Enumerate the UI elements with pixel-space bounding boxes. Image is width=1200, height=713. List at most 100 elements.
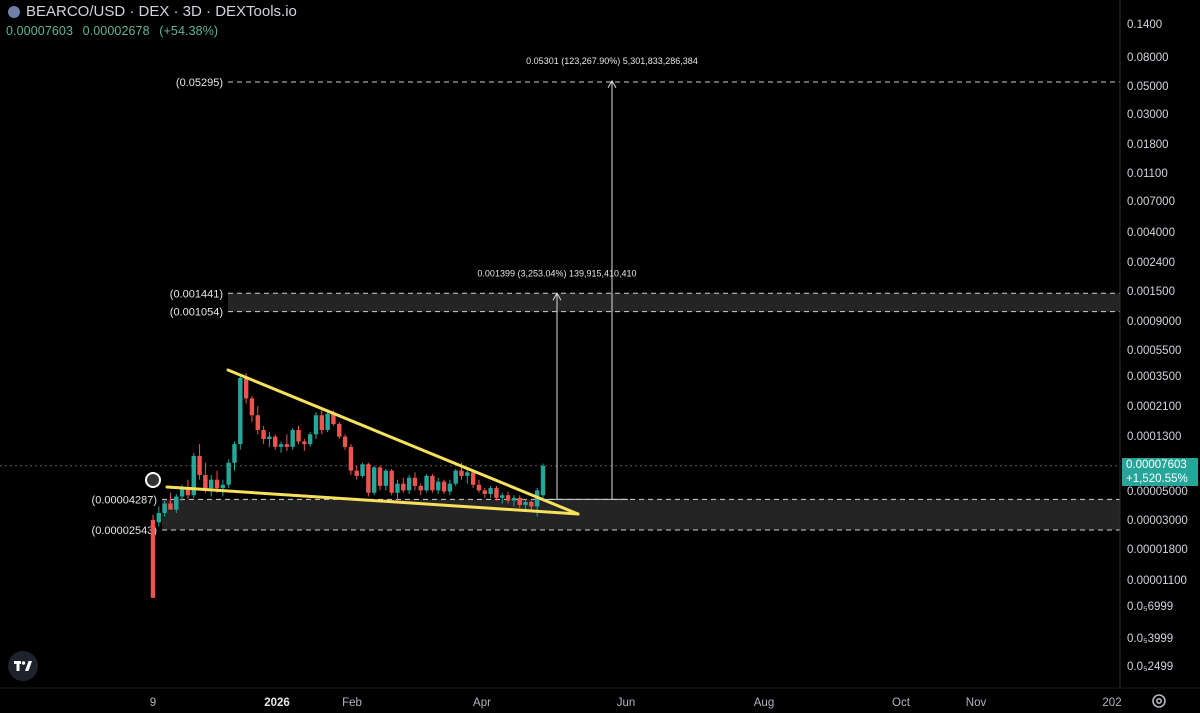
candle-body bbox=[348, 446, 354, 471]
candle-body bbox=[494, 488, 499, 498]
level-label: (0.05295) bbox=[176, 77, 223, 89]
target-arrowhead bbox=[552, 292, 562, 301]
candle-body bbox=[389, 470, 394, 493]
y-axis-tick-label: 0.00001100 bbox=[1127, 575, 1187, 587]
y-axis-tick-label: 0.007000 bbox=[1127, 196, 1175, 208]
candle-body bbox=[168, 503, 173, 510]
candle-body bbox=[441, 481, 447, 492]
candle-body bbox=[377, 467, 383, 486]
candle-body bbox=[465, 472, 470, 476]
candle-body bbox=[307, 434, 313, 445]
y-axis-tick-label: 0.002400 bbox=[1127, 257, 1175, 269]
candle-body bbox=[511, 497, 517, 501]
settings-gear-icon[interactable] bbox=[1150, 692, 1168, 710]
candle-body bbox=[249, 398, 255, 416]
candle-body bbox=[162, 503, 167, 513]
candle-body bbox=[424, 475, 429, 491]
drawing-tool-icon-inner bbox=[147, 474, 159, 486]
level-label: (0.00004287) bbox=[92, 494, 157, 506]
candle-body bbox=[500, 495, 505, 498]
candle-body bbox=[470, 472, 476, 485]
candle-body bbox=[267, 436, 272, 440]
level-label: (0.001054) bbox=[170, 307, 223, 319]
y-axis: 0.1400 0.08000 0.05000 0.03000 0.01800 0.0110… bbox=[1127, 19, 1188, 673]
x-axis-tick-label: 202 bbox=[1102, 697, 1121, 709]
candle-body bbox=[209, 479, 214, 489]
candle-body bbox=[203, 474, 208, 489]
x-axis-tick-label: 9 bbox=[150, 697, 156, 709]
x-axis-tick-label: Apr bbox=[473, 697, 491, 709]
x-axis-tick-label: Nov bbox=[966, 697, 987, 709]
candle-body bbox=[261, 429, 266, 440]
candle-body bbox=[150, 519, 156, 598]
y-axis-tick-label: 0.00005000 bbox=[1127, 486, 1188, 498]
price-summary: 0.00007603 0.00002678 (+54.38%) bbox=[6, 24, 224, 38]
x-axis-tick-label: Feb bbox=[342, 697, 362, 709]
y-axis-tick-label: 0.08000 bbox=[1127, 52, 1169, 64]
candle-body bbox=[191, 455, 196, 496]
candle-body bbox=[488, 488, 493, 494]
candle-body bbox=[412, 477, 418, 486]
y-axis-tick-label: 0.0002100 bbox=[1127, 401, 1181, 413]
candle-body bbox=[430, 475, 435, 491]
candle-body bbox=[226, 462, 231, 485]
chart-header: BEARCO/USD · DEX · 3D · DEXTools.io bbox=[8, 3, 297, 20]
y-axis-tick-label: 0.01100 bbox=[1127, 168, 1168, 180]
candle-body bbox=[523, 501, 528, 505]
last-price: 0.00007603 bbox=[6, 24, 74, 38]
candle-body bbox=[319, 415, 325, 430]
y-axis-tick-label: 0.0005500 bbox=[1127, 345, 1181, 357]
candle-body bbox=[401, 483, 406, 491]
y-axis-tick-label: 0.00003000 bbox=[1127, 515, 1188, 527]
candle-body bbox=[517, 497, 522, 505]
candle-body bbox=[185, 488, 191, 496]
candle-body bbox=[325, 413, 330, 430]
candle-body bbox=[243, 377, 249, 399]
tradingview-logo-icon[interactable] bbox=[8, 651, 38, 681]
x-axis-tick-label: Oct bbox=[892, 697, 911, 709]
y-axis-tick-label: 0.03000 bbox=[1127, 109, 1169, 121]
x-axis-tick-label: 2026 bbox=[264, 697, 290, 709]
candle-body bbox=[179, 488, 185, 497]
current-change-pct: +1,520.55% bbox=[1126, 473, 1188, 485]
lower-trendline bbox=[165, 485, 580, 516]
candle-body bbox=[371, 467, 377, 493]
y-axis-tick-label: 0.01800 bbox=[1127, 139, 1169, 151]
candle-body bbox=[337, 424, 342, 437]
candle-body bbox=[453, 470, 458, 484]
candle-body bbox=[354, 470, 359, 476]
candle-body bbox=[436, 481, 441, 491]
target-measurements: 0.05301 (123,267.90%) 5,301,833,286,384 0… bbox=[477, 56, 698, 500]
y-axis-tick-label: 0.001500 bbox=[1127, 286, 1175, 298]
zone-rect bbox=[162, 499, 1120, 530]
candle-body bbox=[360, 464, 365, 476]
y-axis-tick-label: 0.00001800 bbox=[1127, 544, 1188, 556]
y-axis-tick-label: 0.0001300 bbox=[1127, 431, 1181, 443]
symbol-title: BEARCO/USD · DEX · 3D · DEXTools.io bbox=[26, 3, 297, 20]
level-label: (0.00002543) bbox=[92, 525, 157, 537]
current-price: 0.00007603 bbox=[1126, 459, 1187, 471]
price-change-pct: (+54.38%) bbox=[159, 24, 219, 38]
candle-body bbox=[220, 484, 226, 489]
zone-rect bbox=[228, 293, 1120, 312]
target-label: 0.001399 (3,253.04%) 139,915,410,410 bbox=[477, 268, 636, 278]
y-axis-tick-label: 0.05000 bbox=[1127, 81, 1169, 93]
candle-body bbox=[278, 444, 284, 447]
y-axis-tick-label: 0.0009000 bbox=[1127, 316, 1181, 328]
candle-body bbox=[238, 377, 243, 445]
target-arrowhead bbox=[607, 79, 617, 89]
candle-body bbox=[505, 495, 511, 501]
candle-body bbox=[197, 455, 202, 475]
current-price-tag: 0.00007603 +1,520.55% bbox=[1122, 458, 1198, 486]
target-label: 0.05301 (123,267.90%) 5,301,833,286,384 bbox=[526, 56, 698, 66]
candle-body bbox=[255, 415, 260, 430]
candle-body bbox=[214, 479, 220, 489]
candle-body bbox=[290, 429, 295, 447]
candle-body bbox=[313, 415, 319, 435]
price-level-lines: (0.05295) (0.001441) (0.001054) (0.00004287… bbox=[0, 77, 1120, 537]
y-axis-tick-label: 0.004000 bbox=[1127, 227, 1175, 239]
candle-body bbox=[418, 485, 423, 491]
candle-body bbox=[296, 429, 301, 442]
falling-wedge-trendlines bbox=[145, 368, 580, 516]
